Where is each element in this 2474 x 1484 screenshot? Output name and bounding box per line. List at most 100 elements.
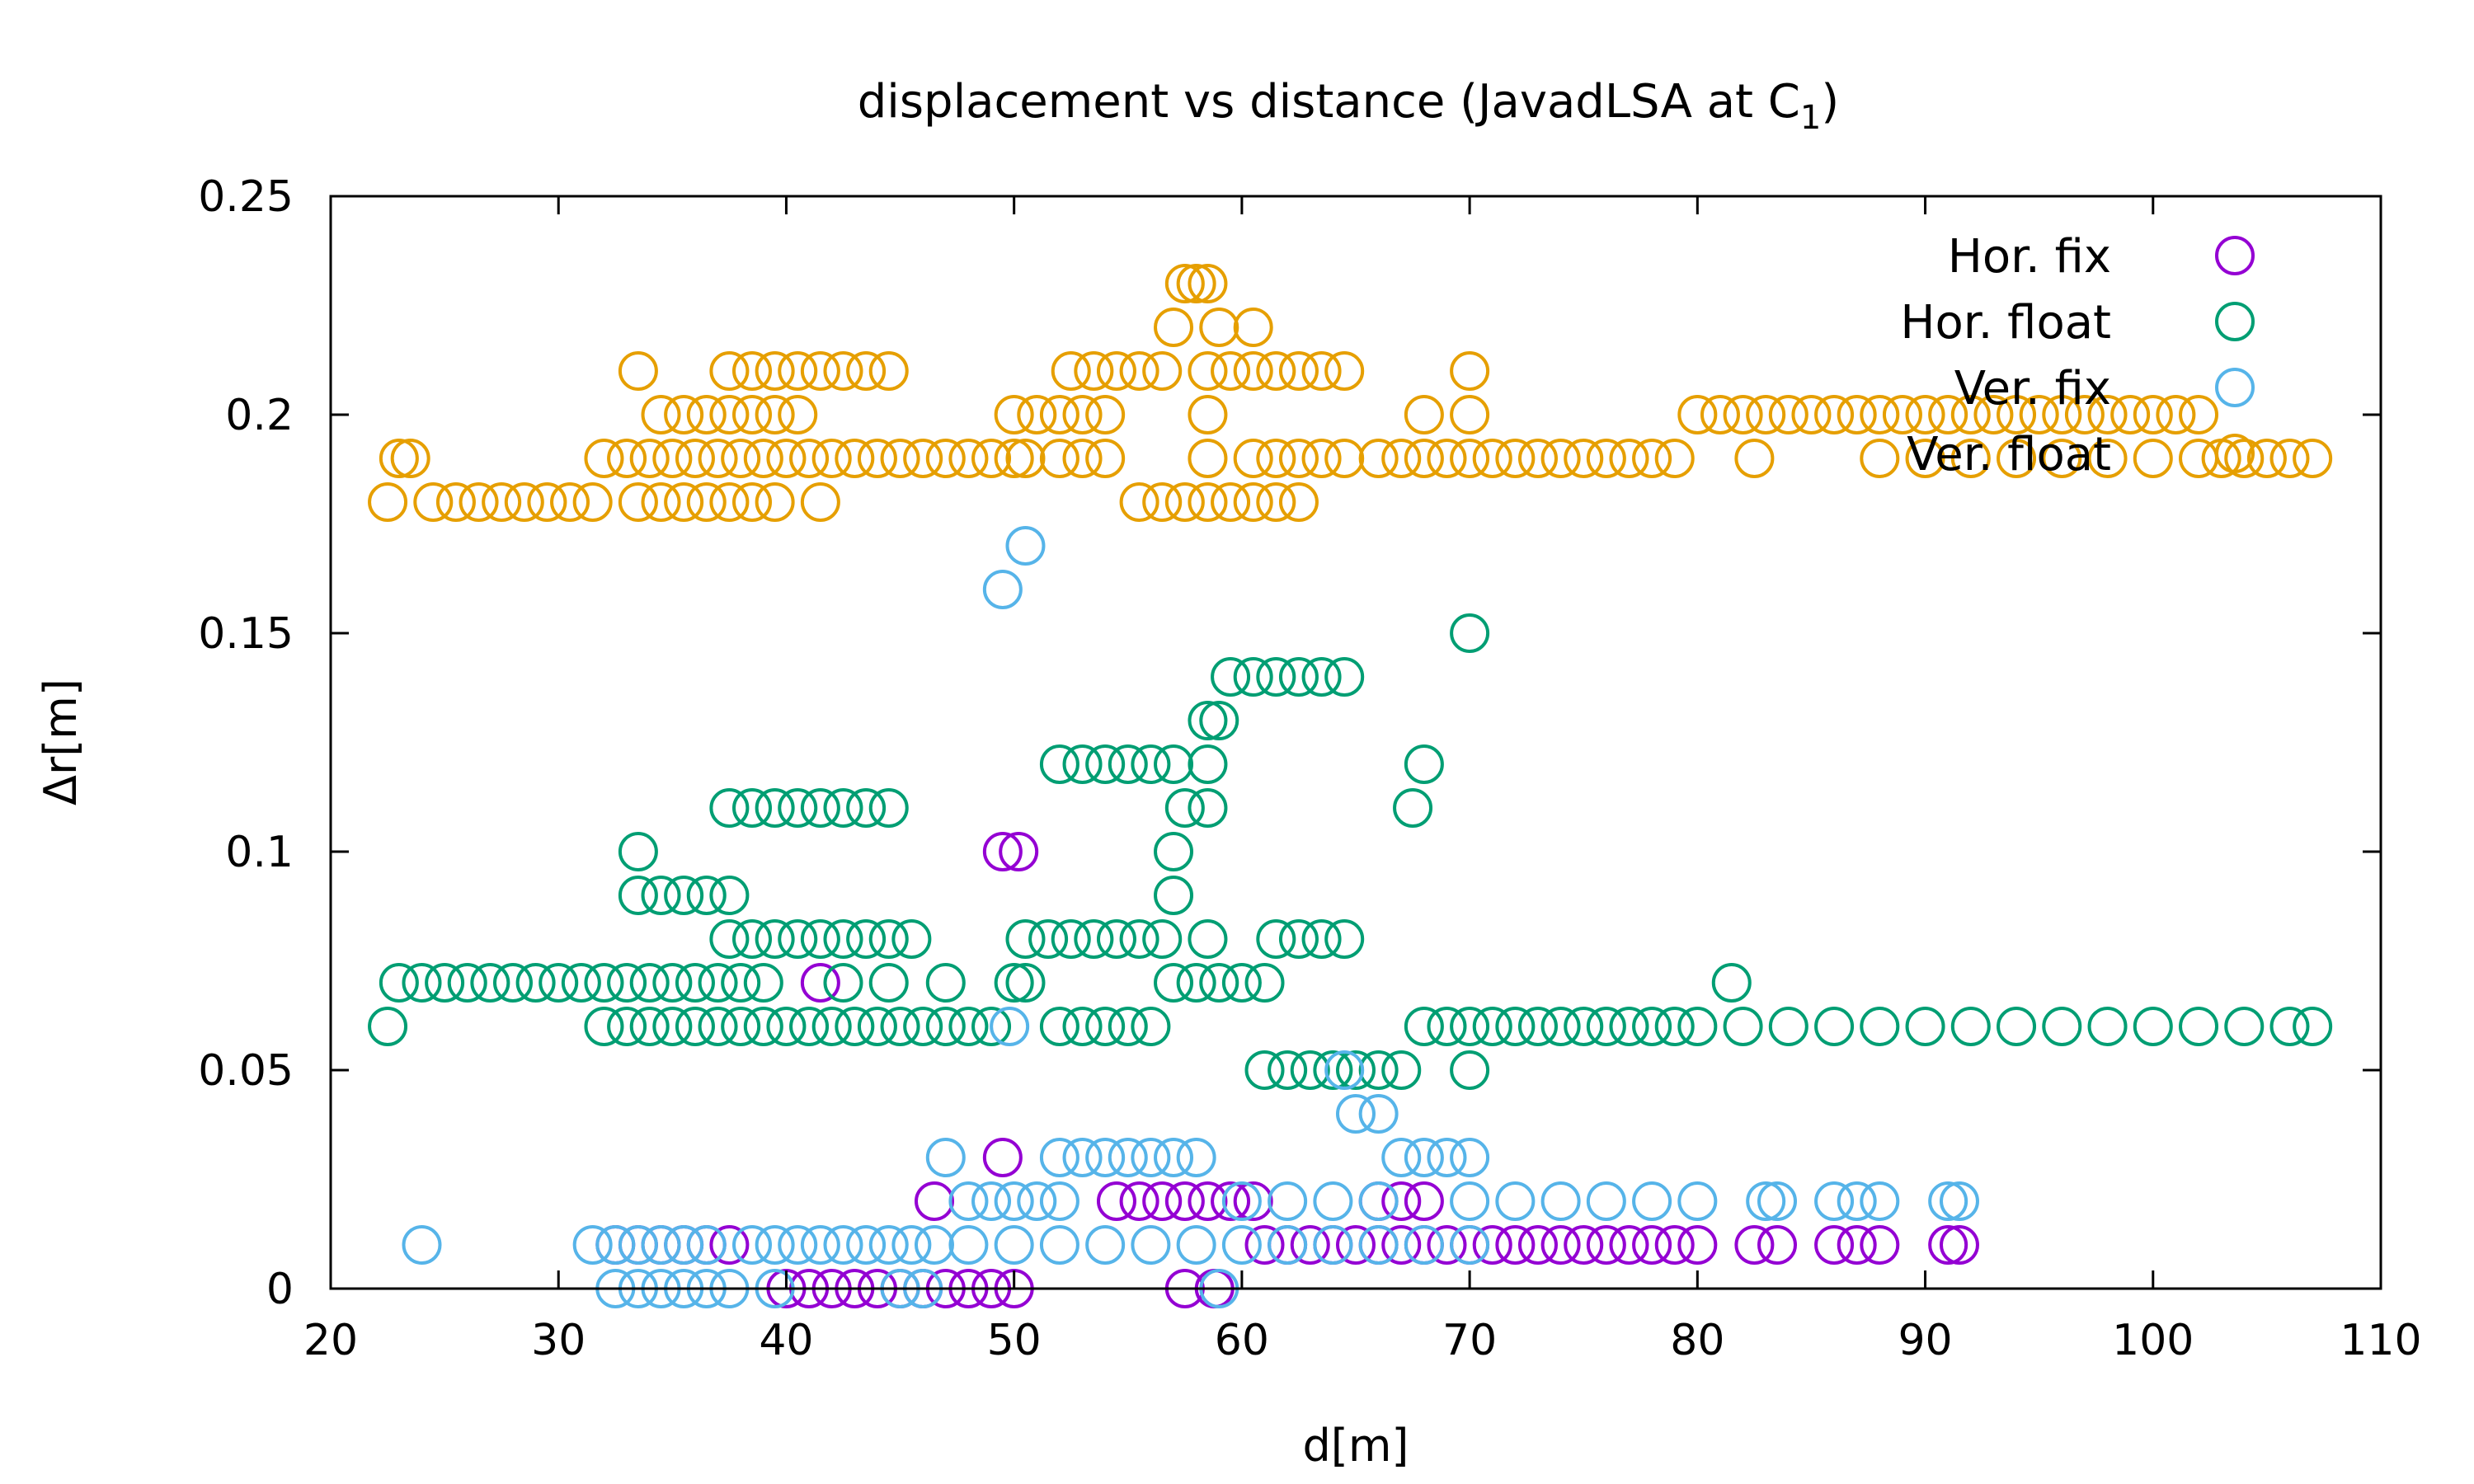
data-point <box>868 963 909 1003</box>
data-point <box>1404 439 1444 478</box>
data-point <box>1154 876 1194 915</box>
data-point <box>1837 395 1877 434</box>
data-point <box>732 919 773 959</box>
data-point <box>914 1225 954 1265</box>
data-point <box>1131 1138 1171 1177</box>
x-tick-label: 30 <box>531 1316 586 1365</box>
data-point <box>1062 439 1103 478</box>
data-point <box>1256 657 1296 697</box>
data-point <box>1632 1181 1672 1221</box>
data-point <box>1154 963 1194 1003</box>
data-point <box>1404 395 1444 434</box>
x-tick-label: 100 <box>2112 1316 2194 1365</box>
data-point <box>1039 1007 1079 1046</box>
data-point <box>2179 439 2219 478</box>
data-point <box>971 1007 1012 1046</box>
data-point <box>1427 1007 1467 1046</box>
data-point <box>1062 395 1103 434</box>
data-point <box>1074 351 1114 391</box>
data-point <box>686 395 727 434</box>
data-point <box>2224 439 2265 478</box>
data-point <box>971 1181 1012 1221</box>
data-point <box>903 1007 943 1046</box>
data-point <box>1039 1225 1079 1265</box>
data-point <box>584 963 624 1003</box>
data-point <box>948 439 989 478</box>
data-point <box>572 1225 613 1265</box>
data-point <box>1495 1007 1536 1046</box>
data-point <box>1164 1181 1205 1221</box>
data-point <box>1085 1225 1126 1265</box>
data-point <box>1404 1225 1444 1265</box>
series-2-points <box>402 526 1979 1308</box>
data-point <box>1324 657 1365 697</box>
data-point <box>2042 439 2082 478</box>
data-point <box>846 919 887 959</box>
data-point <box>1586 439 1626 478</box>
data-point <box>2156 395 2196 434</box>
data-point <box>402 963 442 1003</box>
data-point <box>778 919 818 959</box>
data-point <box>1860 439 1900 478</box>
data-point <box>823 919 863 959</box>
data-point <box>732 395 773 434</box>
data-point <box>1096 919 1136 959</box>
data-point <box>1336 1050 1376 1090</box>
plot-points-layer <box>368 264 2333 1308</box>
data-point <box>1176 1138 1216 1177</box>
data-point <box>686 876 727 915</box>
data-point <box>1233 308 1273 347</box>
data-point <box>1450 1181 1490 1221</box>
data-point <box>1039 1181 1079 1221</box>
data-point <box>1837 1181 1877 1221</box>
data-point <box>1188 1181 1228 1221</box>
data-point <box>1188 482 1228 522</box>
data-point <box>1632 439 1672 478</box>
data-point <box>1324 439 1365 478</box>
data-point <box>1188 439 1228 478</box>
data-point <box>1005 963 1046 1003</box>
data-point <box>1973 395 2014 434</box>
data-point <box>766 439 807 478</box>
data-point <box>1199 701 1239 740</box>
data-point <box>2246 439 2287 478</box>
data-point <box>1746 395 1786 434</box>
data-point <box>709 919 750 959</box>
data-point <box>435 482 476 522</box>
data-point <box>584 1007 624 1046</box>
data-point <box>1517 1007 1558 1046</box>
data-point <box>1188 351 1228 391</box>
data-point <box>1609 439 1649 478</box>
data-point <box>1119 351 1159 391</box>
data-point <box>778 395 818 434</box>
data-point <box>1244 1050 1285 1090</box>
data-point <box>880 439 920 478</box>
data-point <box>652 1007 693 1046</box>
data-point <box>447 963 487 1003</box>
data-point <box>709 876 750 915</box>
x-tick-label: 20 <box>303 1316 358 1365</box>
data-point <box>914 1181 954 1221</box>
data-point <box>504 482 544 522</box>
data-point <box>800 963 840 1003</box>
data-point <box>1586 1225 1626 1265</box>
data-point <box>1324 1050 1365 1090</box>
y-tick-label: 0.1 <box>225 828 294 877</box>
data-point <box>823 963 863 1003</box>
data-point <box>721 439 761 478</box>
data-point <box>823 351 863 391</box>
series-3-points <box>368 264 2333 522</box>
x-tick-label: 50 <box>987 1316 1042 1365</box>
y-tick-label: 0.15 <box>198 609 294 659</box>
data-point <box>664 395 704 434</box>
data-point <box>629 1007 670 1046</box>
data-point <box>994 1225 1034 1265</box>
data-point <box>1221 963 1262 1003</box>
legend-marker <box>2215 302 2255 341</box>
data-point <box>755 919 795 959</box>
data-point <box>743 1007 783 1046</box>
data-point <box>1313 1181 1353 1221</box>
data-point <box>2133 439 2173 478</box>
data-point <box>1358 1050 1399 1090</box>
